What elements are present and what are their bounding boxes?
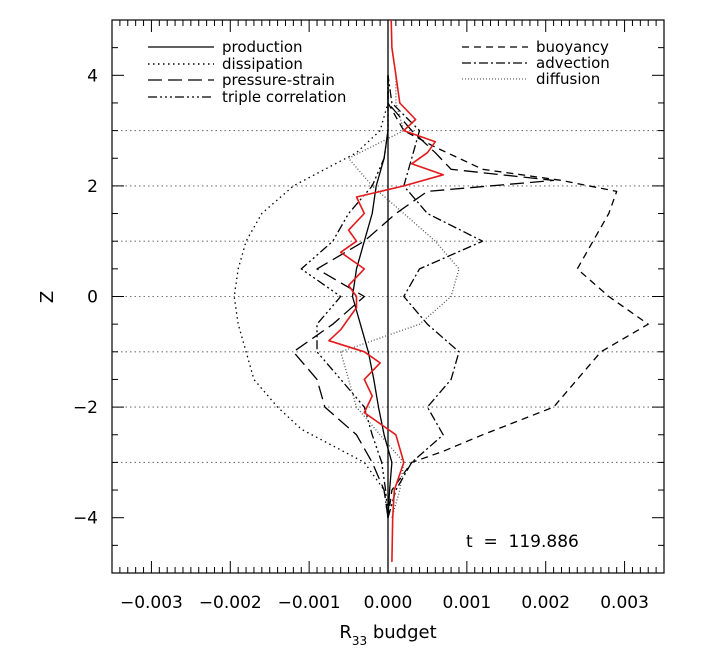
series-line-red bbox=[328, 19, 445, 562]
series-lines bbox=[233, 19, 649, 562]
x-tick-label: 0.003 bbox=[600, 593, 649, 613]
series-line-pressure-strain bbox=[292, 75, 555, 518]
x-tick-label: 0.000 bbox=[364, 593, 413, 613]
legend-label-diffusion: diffusion bbox=[536, 70, 600, 88]
legend-label-triple-correlation: triple correlation bbox=[222, 88, 346, 106]
y-tick-label: −2 bbox=[73, 398, 98, 418]
series-line-triple-correlation bbox=[300, 75, 389, 518]
x-tick-label: 0.001 bbox=[443, 593, 492, 613]
y-tick-label: 4 bbox=[87, 66, 98, 86]
y-tick-labels: −4 −2 0 2 4 bbox=[73, 66, 98, 528]
series-line-production bbox=[351, 75, 393, 518]
x-axis-title-main: R bbox=[339, 622, 352, 643]
x-axis-title: R33 budget bbox=[339, 622, 436, 648]
legend-label-buoyancy: buoyancy bbox=[536, 38, 609, 56]
y-axis-title: Z bbox=[37, 291, 58, 303]
legend-right: buoyancy advection diffusion bbox=[462, 38, 610, 88]
x-tick-labels: −0.003 −0.002 −0.001 0.000 0.001 0.002 0.003 bbox=[120, 593, 649, 613]
x-axis-title-rest: budget bbox=[367, 622, 437, 643]
x-axis-title-sub: 33 bbox=[352, 634, 367, 648]
legend-label-production: production bbox=[222, 38, 303, 56]
series-line-diffusion bbox=[340, 47, 460, 518]
y-tick-label: 0 bbox=[87, 288, 98, 308]
legend-left: production dissipation pressure-strain t… bbox=[148, 38, 346, 106]
y-tick-label: 2 bbox=[87, 177, 98, 197]
x-tick-label: −0.002 bbox=[199, 593, 262, 613]
series-line-advection bbox=[387, 75, 484, 518]
legend-label-dissipation: dissipation bbox=[222, 55, 303, 73]
axis-ticks bbox=[111, 19, 665, 574]
legend-label-advection: advection bbox=[536, 54, 610, 72]
legend-label-pressure-strain: pressure-strain bbox=[222, 71, 335, 89]
time-annotation: t = 119.886 bbox=[466, 532, 579, 552]
y-tick-label: −4 bbox=[73, 509, 98, 529]
x-tick-label: 0.002 bbox=[521, 593, 570, 613]
series-line-buoyancy bbox=[387, 75, 649, 518]
x-tick-label: −0.003 bbox=[120, 593, 183, 613]
x-tick-label: −0.001 bbox=[278, 593, 341, 613]
